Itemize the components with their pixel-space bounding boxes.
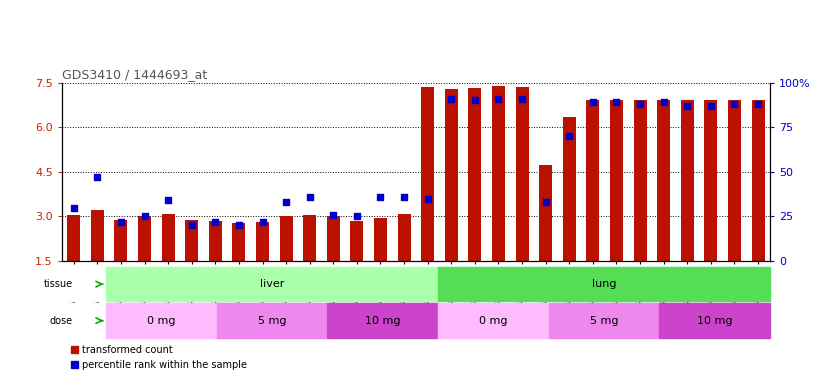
Bar <box>327 216 339 306</box>
Bar <box>91 210 104 306</box>
Point <box>539 199 553 205</box>
Bar <box>563 117 576 306</box>
Bar <box>350 221 363 306</box>
Bar <box>256 222 269 306</box>
Point <box>303 194 316 200</box>
Point <box>232 222 245 228</box>
Bar <box>515 87 529 306</box>
Bar <box>657 100 670 306</box>
Bar <box>681 100 694 306</box>
Point <box>586 99 600 105</box>
Text: liver: liver <box>260 279 284 289</box>
Bar <box>586 100 600 306</box>
Point <box>350 214 363 220</box>
Bar <box>752 100 765 306</box>
Bar <box>468 88 482 306</box>
Point <box>634 101 647 107</box>
Point <box>563 133 576 139</box>
Point <box>185 222 198 228</box>
Point <box>162 197 175 204</box>
Text: 0 mg: 0 mg <box>147 316 176 326</box>
Point <box>114 219 127 225</box>
Text: dose: dose <box>50 316 73 326</box>
Bar <box>444 88 458 306</box>
Point <box>67 204 80 210</box>
Bar <box>374 218 387 306</box>
Bar <box>232 223 245 306</box>
Point <box>279 199 292 205</box>
Legend: transformed count, percentile rank within the sample: transformed count, percentile rank withi… <box>67 341 251 374</box>
Bar <box>107 267 438 301</box>
Bar <box>548 303 659 338</box>
Point <box>91 174 104 180</box>
Point <box>610 99 623 105</box>
Bar <box>634 100 647 306</box>
Point <box>327 212 340 218</box>
Bar <box>67 215 80 306</box>
Point <box>681 103 694 109</box>
Point <box>444 96 458 102</box>
Text: tissue: tissue <box>44 279 73 289</box>
Bar <box>280 217 292 306</box>
Point <box>374 194 387 200</box>
Bar <box>209 221 222 306</box>
Bar <box>728 100 741 306</box>
Bar <box>659 303 770 338</box>
Point <box>752 101 765 107</box>
Bar <box>438 303 548 338</box>
Point <box>515 96 529 102</box>
Bar <box>107 303 216 338</box>
Bar <box>303 215 316 306</box>
Bar <box>138 215 151 306</box>
Bar <box>216 303 327 338</box>
Point <box>209 219 222 225</box>
Text: 0 mg: 0 mg <box>479 316 507 326</box>
Point <box>397 194 411 200</box>
Bar <box>610 100 623 306</box>
Point <box>728 101 741 107</box>
Bar <box>162 214 174 306</box>
Point <box>705 103 718 109</box>
Text: lung: lung <box>591 279 616 289</box>
Text: 10 mg: 10 mg <box>365 316 401 326</box>
Text: 5 mg: 5 mg <box>590 316 618 326</box>
Bar <box>397 214 411 306</box>
Point <box>138 214 151 220</box>
Text: 5 mg: 5 mg <box>258 316 287 326</box>
Bar <box>492 86 505 306</box>
Bar <box>185 220 198 306</box>
Bar <box>438 267 770 301</box>
Bar <box>705 100 717 306</box>
Bar <box>539 165 552 306</box>
Point <box>421 195 434 202</box>
Text: GDS3410 / 1444693_at: GDS3410 / 1444693_at <box>62 68 207 81</box>
Point <box>491 96 505 102</box>
Bar <box>421 87 434 306</box>
Text: 10 mg: 10 mg <box>697 316 733 326</box>
Point <box>468 97 482 103</box>
Point <box>256 219 269 225</box>
Bar <box>115 220 127 306</box>
Bar <box>327 303 438 338</box>
Point <box>657 99 670 105</box>
